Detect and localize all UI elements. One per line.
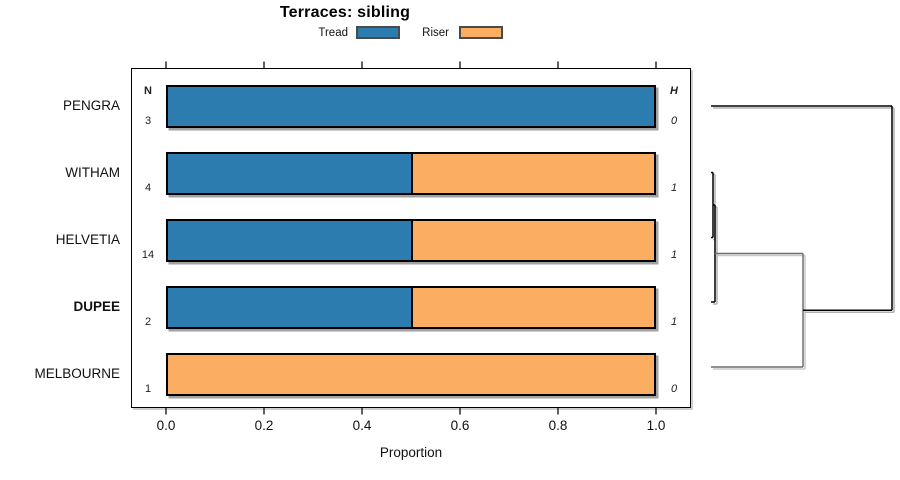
h-column-header: H	[670, 85, 678, 97]
x-tick-label: 0.6	[450, 418, 470, 433]
bar-segment-riser	[411, 221, 654, 260]
bar-row	[166, 85, 656, 128]
x-tick-label: 0.2	[254, 418, 274, 433]
bar-segment-riser	[411, 288, 654, 327]
x-tick-label: 0.0	[156, 418, 176, 433]
legend-swatch-riser	[459, 26, 503, 39]
x-axis-title: Proportion	[379, 445, 443, 460]
legend-label-tread: Tread	[318, 27, 348, 39]
legend-label-riser: Riser	[422, 27, 449, 39]
n-column-header: N	[144, 85, 152, 97]
h-value: 0	[670, 383, 678, 395]
bar-segment-tread	[168, 87, 654, 126]
n-value: 14	[141, 249, 155, 261]
x-tick-label: 1.0	[646, 418, 666, 433]
dendrogram-lines	[711, 105, 893, 368]
h-value: 1	[670, 249, 678, 261]
n-value: 3	[144, 115, 152, 127]
bar-row	[166, 286, 656, 329]
bar-row	[166, 152, 656, 195]
chart-title: Terraces: sibling	[279, 4, 411, 21]
x-tick-label: 0.4	[352, 418, 372, 433]
n-value: 1	[144, 383, 152, 395]
bar-segment-tread	[168, 288, 411, 327]
h-value: 0	[670, 115, 678, 127]
n-value: 2	[144, 316, 152, 328]
row-label: HELVETIA	[55, 232, 120, 247]
bar-row	[166, 219, 656, 262]
bar-segment-riser	[168, 355, 654, 394]
dendrogram-shadow	[713, 107, 895, 370]
x-tick-label: 0.8	[548, 418, 568, 433]
n-value: 4	[144, 182, 152, 194]
row-label: PENGRA	[62, 98, 120, 113]
row-label: WITHAM	[65, 165, 120, 180]
h-value: 1	[670, 316, 678, 328]
bar-segment-riser	[411, 154, 654, 193]
bar-segment-tread	[168, 221, 411, 260]
bar-segment-tread	[168, 154, 411, 193]
row-label: DUPEE	[73, 299, 120, 314]
legend-swatch-tread	[356, 26, 400, 39]
bar-row	[166, 353, 656, 396]
row-label: MELBOURNE	[34, 366, 120, 381]
h-value: 1	[670, 182, 678, 194]
